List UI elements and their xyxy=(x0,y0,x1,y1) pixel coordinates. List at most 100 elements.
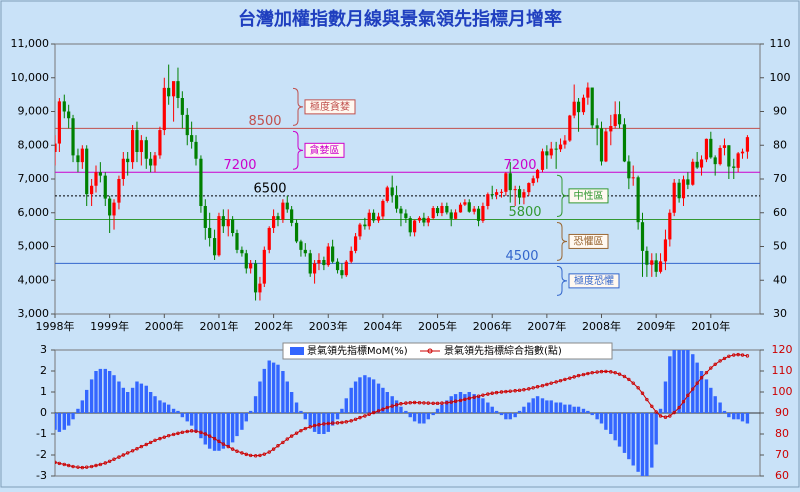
bar xyxy=(335,413,340,420)
y2-tick-label: 100 xyxy=(772,385,793,398)
candle-body xyxy=(294,222,299,242)
level-label: 8500 xyxy=(248,114,281,129)
candle-body xyxy=(394,195,399,209)
line-marker xyxy=(563,377,567,382)
candle-body xyxy=(563,140,567,145)
bar xyxy=(330,413,335,426)
bar xyxy=(654,413,658,445)
candle-body xyxy=(449,212,453,219)
candle-body xyxy=(481,206,485,221)
candle-body xyxy=(299,241,303,250)
candle-body xyxy=(372,212,376,221)
line-marker xyxy=(568,376,572,380)
candle-body xyxy=(290,209,294,223)
line-marker xyxy=(390,404,394,408)
y2-tick-label: 60 xyxy=(773,206,787,219)
line-marker xyxy=(176,431,180,436)
line-marker xyxy=(636,386,640,390)
line-marker xyxy=(308,425,312,429)
line-marker xyxy=(627,377,631,382)
candle-body xyxy=(686,179,690,185)
bar xyxy=(130,387,135,413)
line-marker xyxy=(162,435,167,439)
candle-body xyxy=(80,148,84,163)
bar xyxy=(672,350,676,413)
candle-body xyxy=(276,216,280,220)
level-label: 7200 xyxy=(223,158,256,173)
line-marker xyxy=(699,376,704,380)
bar xyxy=(221,413,226,449)
bar xyxy=(308,413,312,426)
candle-body xyxy=(131,130,135,163)
line-marker xyxy=(713,362,717,366)
bar xyxy=(668,356,672,413)
y2-tick-label: 40 xyxy=(773,273,787,286)
zone-label: 極度恐懼 xyxy=(574,274,614,287)
y2-tick-label: 100 xyxy=(770,71,791,84)
bar xyxy=(422,413,426,424)
line-marker xyxy=(549,381,553,385)
line-marker xyxy=(494,390,499,395)
line-marker xyxy=(335,421,340,425)
candle-body xyxy=(408,218,412,233)
bar xyxy=(695,362,699,413)
bar xyxy=(344,398,348,413)
candle-body xyxy=(90,185,94,195)
x-tick-label: 2010年 xyxy=(691,319,730,333)
zone-box xyxy=(304,142,345,158)
bar xyxy=(289,392,294,413)
bar xyxy=(189,413,194,426)
candle-body xyxy=(549,148,553,156)
line-marker xyxy=(613,370,617,375)
line-marker xyxy=(426,401,430,405)
bar xyxy=(631,413,635,466)
line-marker xyxy=(399,402,403,406)
line-marker xyxy=(130,449,135,453)
bar xyxy=(658,408,663,413)
line-marker xyxy=(189,429,194,433)
y-tick-label: -3 xyxy=(36,469,47,482)
bar xyxy=(677,350,681,413)
line-marker xyxy=(732,353,736,357)
bar xyxy=(517,410,522,413)
bar xyxy=(166,404,171,413)
candle-body xyxy=(568,115,572,141)
candle-body xyxy=(732,166,736,168)
line-marker xyxy=(486,392,490,396)
bar xyxy=(271,362,276,413)
candle-body xyxy=(226,219,230,227)
candle-body xyxy=(185,114,189,136)
candle-body xyxy=(285,202,289,210)
bar xyxy=(203,413,207,445)
bar xyxy=(568,404,572,413)
candle-body xyxy=(645,250,649,265)
line-marker xyxy=(107,459,112,463)
x-tick-label: 2005年 xyxy=(418,319,457,333)
line xyxy=(55,354,748,469)
bar xyxy=(504,413,508,420)
line-marker xyxy=(704,370,709,375)
candle-body xyxy=(472,208,476,212)
bar xyxy=(636,413,640,472)
bar xyxy=(490,406,494,413)
line-marker xyxy=(248,453,253,458)
y2-tick-label: 120 xyxy=(772,343,793,356)
y-tick-label: 11,000 xyxy=(11,37,50,50)
y-tick-label: 9,000 xyxy=(18,105,50,118)
legend-label: 景氣領先指標MoM(%) xyxy=(307,344,408,357)
line-marker xyxy=(353,417,358,421)
line-marker xyxy=(203,432,207,436)
bar xyxy=(736,413,740,420)
bar xyxy=(691,354,695,413)
line-marker xyxy=(144,442,148,447)
line-marker xyxy=(289,434,294,438)
candle-body xyxy=(590,87,594,126)
y2-tick-label: 90 xyxy=(773,105,787,118)
line-marker xyxy=(62,462,66,467)
line-marker xyxy=(472,395,476,399)
candle-body xyxy=(713,157,717,165)
line-marker xyxy=(595,370,599,374)
candle-body xyxy=(121,158,125,179)
bar xyxy=(604,413,608,430)
candle-body xyxy=(517,189,522,198)
